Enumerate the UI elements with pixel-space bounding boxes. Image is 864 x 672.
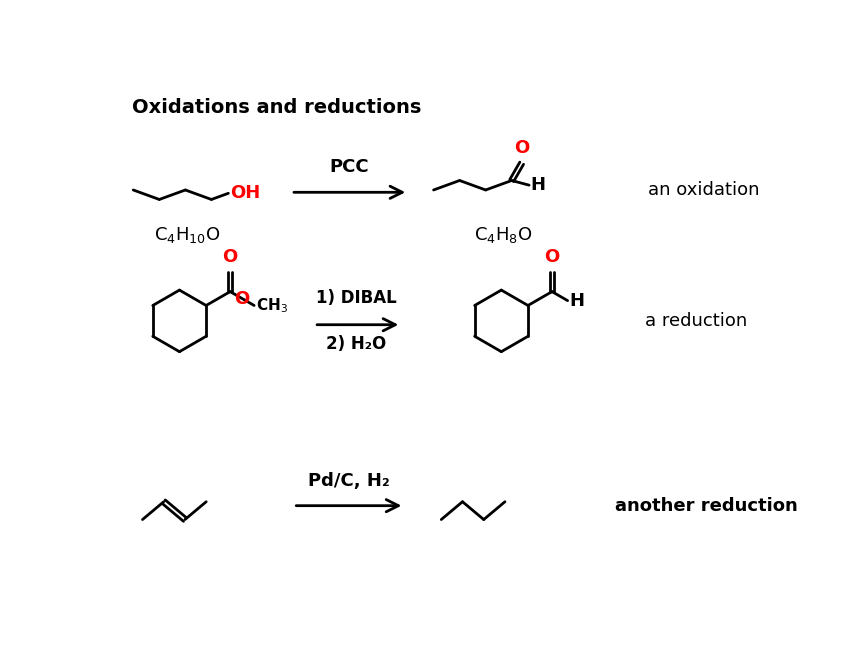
Text: another reduction: another reduction <box>614 497 797 515</box>
Text: C$_4$H$_8$O: C$_4$H$_8$O <box>473 224 532 245</box>
Text: Oxidations and reductions: Oxidations and reductions <box>131 97 421 116</box>
Text: C$_4$H$_{10}$O: C$_4$H$_{10}$O <box>154 224 220 245</box>
Text: an oxidation: an oxidation <box>648 181 759 199</box>
Text: 2) H₂O: 2) H₂O <box>327 335 387 353</box>
Text: PCC: PCC <box>330 158 370 176</box>
Text: Pd/C, H₂: Pd/C, H₂ <box>308 472 390 491</box>
Text: OH: OH <box>230 184 260 202</box>
Text: O: O <box>234 290 250 308</box>
Text: O: O <box>544 248 560 266</box>
Text: O: O <box>223 248 238 266</box>
Text: 1) DIBAL: 1) DIBAL <box>316 289 397 307</box>
Text: O: O <box>514 139 530 157</box>
Text: CH$_3$: CH$_3$ <box>257 296 289 314</box>
Text: H: H <box>530 176 546 194</box>
Text: a reduction: a reduction <box>645 312 747 330</box>
Text: H: H <box>569 292 584 310</box>
